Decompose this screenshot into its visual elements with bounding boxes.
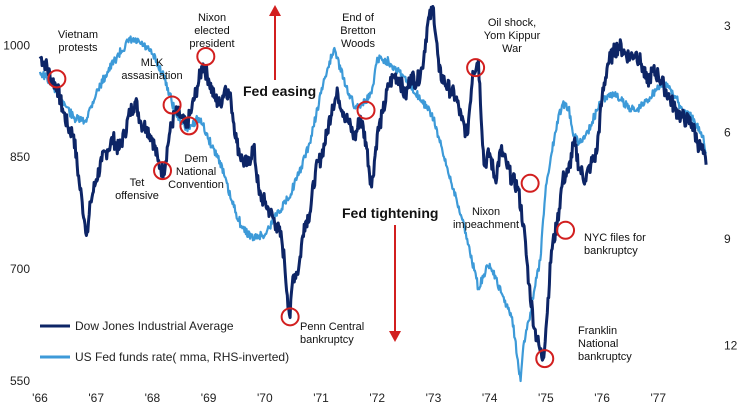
event-circle-marker [153, 161, 173, 181]
left-y-tick-label: 850 [10, 150, 30, 164]
x-tick-label: '69 [201, 391, 217, 405]
right-y-tick-label: 9 [724, 232, 731, 246]
event-circle-marker [196, 46, 216, 66]
right-y-tick-label: 6 [724, 125, 731, 139]
left-y-tick-label: 550 [10, 374, 30, 388]
annotation-nyc-bankruptcy: NYC files for bankruptcy [584, 232, 646, 257]
fed-tightening-arrow [389, 225, 401, 342]
event-circle-marker [466, 58, 486, 78]
annotation-dem-convention: Dem National Convention [168, 153, 224, 191]
event-circle-marker [520, 173, 540, 193]
annotation-franklin-national: Franklin National bankruptcy [578, 325, 632, 363]
x-tick-label: '72 [369, 391, 385, 405]
event-markers [47, 46, 576, 369]
event-circle-marker [556, 220, 576, 240]
annotation-nixon-elected: Nixon elected president [189, 12, 234, 50]
annotation-mlk-assasination: MLK assasination [121, 57, 182, 82]
right-y-tick-label: 3 [724, 19, 731, 33]
event-circle-marker [280, 307, 300, 327]
fed-funds-line [38, 35, 708, 383]
left-y-tick-label: 700 [10, 262, 30, 276]
annotation-vietnam-protests: Vietnam protests [58, 29, 98, 54]
annotation-penn-central: Penn Central bankruptcy [300, 321, 364, 346]
event-circle-marker [47, 69, 67, 89]
x-tick-label: '68 [145, 391, 161, 405]
legend-label-fed: US Fed funds rate( mma, RHS-inverted) [75, 350, 289, 364]
legend-label-dow: Dow Jones Industrial Average [75, 319, 234, 333]
dow-jones-line [38, 5, 708, 362]
legend: Dow Jones Industrial Average US Fed fund… [40, 319, 289, 364]
annotation-end-bretton-woods: End of Bretton Woods [340, 12, 375, 50]
x-tick-label: '73 [426, 391, 442, 405]
fed-easing-arrow [269, 5, 281, 80]
right-y-tick-label: 12 [724, 338, 738, 352]
x-tick-label: '70 [257, 391, 273, 405]
left-y-tick-label: 1000 [3, 38, 30, 52]
fed-tightening-label: Fed tightening [342, 205, 438, 221]
x-tick-label: '67 [88, 391, 104, 405]
annotation-oil-shock: Oil shock, Yom Kippur War [484, 17, 541, 55]
x-axis: '66 '67 '68 '69 '70 '71 '72 '73 '74 '75 '76 '77 [32, 391, 666, 405]
event-circle-marker [535, 349, 555, 369]
event-circle-marker [162, 95, 182, 115]
x-tick-label: '71 [313, 391, 329, 405]
annotation-nixon-impeachment: Nixon impeachment [453, 206, 519, 231]
x-tick-label: '77 [650, 391, 666, 405]
series-lines [38, 5, 708, 383]
x-tick-label: '74 [482, 391, 498, 405]
x-tick-label: '66 [32, 391, 48, 405]
left-y-axis: 550 700 850 1000 [3, 38, 30, 388]
x-tick-label: '76 [594, 391, 610, 405]
right-y-axis: 3 6 9 12 [724, 19, 738, 353]
event-circle-marker [179, 116, 199, 136]
event-circle-marker [356, 100, 376, 120]
annotation-tet-offensive: Tet offensive [115, 177, 159, 202]
fed-easing-label: Fed easing [243, 83, 316, 99]
x-tick-label: '75 [538, 391, 554, 405]
